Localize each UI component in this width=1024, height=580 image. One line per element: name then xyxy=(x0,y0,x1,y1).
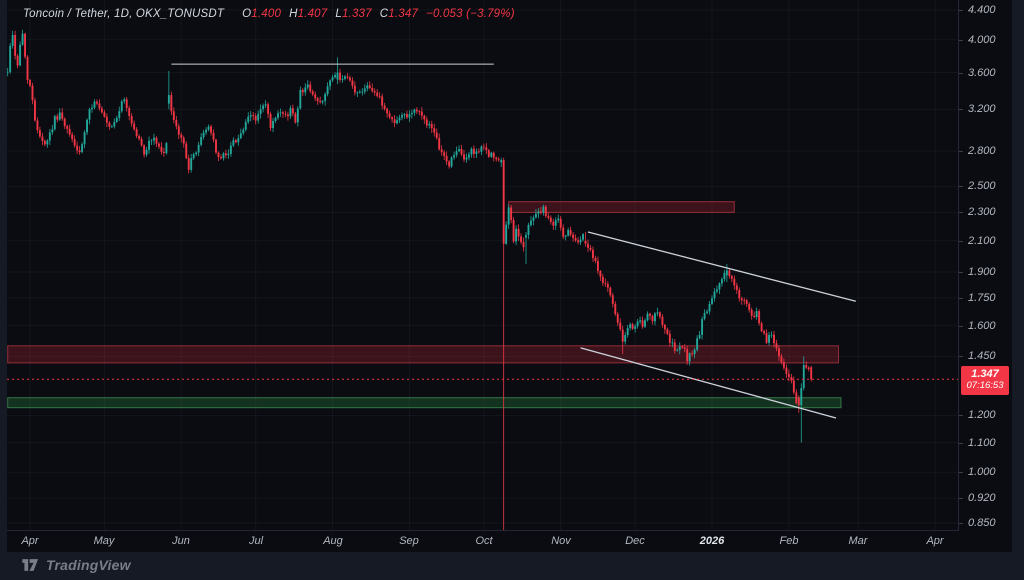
tradingview-logo-icon xyxy=(22,559,39,571)
last-price-label: 1.347 07:16:53 xyxy=(961,366,1009,395)
chart-frame: Toncoin / Tether, 1D, OKX_TONUSDT O1.400 H… xyxy=(7,0,1012,552)
channel-bottom-trendline[interactable] xyxy=(580,347,837,419)
price-tick-label: 3.600 xyxy=(968,67,996,79)
price-tick-label: 1.450 xyxy=(968,350,996,362)
price-tick-label: 1.200 xyxy=(968,409,996,421)
price-axis-tick xyxy=(959,472,963,473)
candlestick-chart-canvas[interactable] xyxy=(7,0,958,530)
candles-series xyxy=(7,29,813,530)
price-axis-tick xyxy=(959,356,963,357)
price-tick-label: 1.750 xyxy=(968,292,996,304)
price-axis-tick xyxy=(959,241,963,242)
price-axis-tick xyxy=(959,523,963,524)
close-value: 1.347 xyxy=(388,8,419,20)
channel-top-trendline[interactable] xyxy=(587,231,856,302)
price-axis-tick xyxy=(959,212,963,213)
time-axis[interactable]: Apr May Jun Jul Aug Sep Oct Nov Dec 2026 Feb Mar Apr xyxy=(7,531,958,552)
demand-zone[interactable] xyxy=(7,397,842,409)
price-tick-label: 1.000 xyxy=(968,466,996,478)
open-label: O xyxy=(242,8,252,20)
price-tick-label: 2.800 xyxy=(968,145,996,157)
symbol-title[interactable]: Toncoin / Tether, 1D, OKX_TONUSDT xyxy=(23,8,225,20)
price-axis-tick xyxy=(959,10,963,11)
tradingview-brand-text: TradingView xyxy=(46,557,131,573)
low-value: 1.337 xyxy=(341,8,372,20)
price-axis-tick xyxy=(959,443,963,444)
low-label: L xyxy=(335,8,342,20)
price-tick-label: 3.200 xyxy=(968,103,996,115)
change-value: −0.053 (−3.79%) xyxy=(426,8,515,20)
price-axis-tick xyxy=(959,326,963,327)
price-tick-label: 2.500 xyxy=(968,180,996,192)
tradingview-logo[interactable]: TradingView xyxy=(22,557,131,573)
time-tick-label-apr: Apr xyxy=(21,535,39,547)
time-tick-label-jul: Jul xyxy=(248,535,264,547)
time-tick-label-aug: Aug xyxy=(323,535,343,547)
price-tick-label: 1.100 xyxy=(968,437,996,449)
price-tick-label: 2.300 xyxy=(968,206,996,218)
price-axis-tick xyxy=(959,298,963,299)
time-tick-label-apr: Apr xyxy=(926,535,944,547)
price-axis-tick xyxy=(959,186,963,187)
time-tick-label-sep: Sep xyxy=(399,535,419,547)
price-tick-label: 4.000 xyxy=(968,34,996,46)
price-axis-tick xyxy=(959,73,963,74)
price-tick-label: 0.920 xyxy=(968,492,996,504)
time-tick-label-jun: Jun xyxy=(172,535,190,547)
grid-lines xyxy=(7,0,958,530)
time-tick-label-dec: Dec xyxy=(625,535,645,547)
price-axis-tick xyxy=(959,40,963,41)
price-axis-tick xyxy=(959,109,963,110)
price-tick-label: 2.100 xyxy=(968,235,996,247)
last-price-value: 1.347 xyxy=(971,368,999,380)
close-label: C xyxy=(379,8,389,20)
high-value: 1.407 xyxy=(297,8,328,20)
high-label: H xyxy=(289,8,298,20)
price-axis-tick xyxy=(959,272,963,273)
price-tick-label: 1.600 xyxy=(968,320,996,332)
time-tick-label-may: May xyxy=(93,535,115,547)
time-tick-label-nov: Nov xyxy=(551,535,571,547)
bar-countdown: 07:16:53 xyxy=(966,379,1004,391)
price-tick-label: 1.900 xyxy=(968,266,996,278)
symbol-info-bar: Toncoin / Tether, 1D, OKX_TONUSDT O1.400 H… xyxy=(23,8,515,20)
time-tick-label-2026: 2026 xyxy=(699,535,725,547)
time-tick-label-feb: Feb xyxy=(779,535,799,547)
open-value: 1.400 xyxy=(251,8,282,20)
chart-plot-area[interactable]: Toncoin / Tether, 1D, OKX_TONUSDT O1.400 H… xyxy=(7,0,959,531)
price-tick-label: 0.850 xyxy=(968,517,996,529)
time-tick-label-mar: Mar xyxy=(848,535,868,547)
supply-zone-major[interactable] xyxy=(7,345,839,364)
time-tick-label-oct: Oct xyxy=(475,535,493,547)
price-axis-tick xyxy=(959,151,963,152)
price-axis[interactable]: 1.347 07:16:53 4.400 4.000 3.600 3.200 2.800… xyxy=(959,0,1012,530)
price-tick-label: 4.400 xyxy=(968,4,996,16)
price-axis-tick xyxy=(959,498,963,499)
price-axis-tick xyxy=(959,415,963,416)
